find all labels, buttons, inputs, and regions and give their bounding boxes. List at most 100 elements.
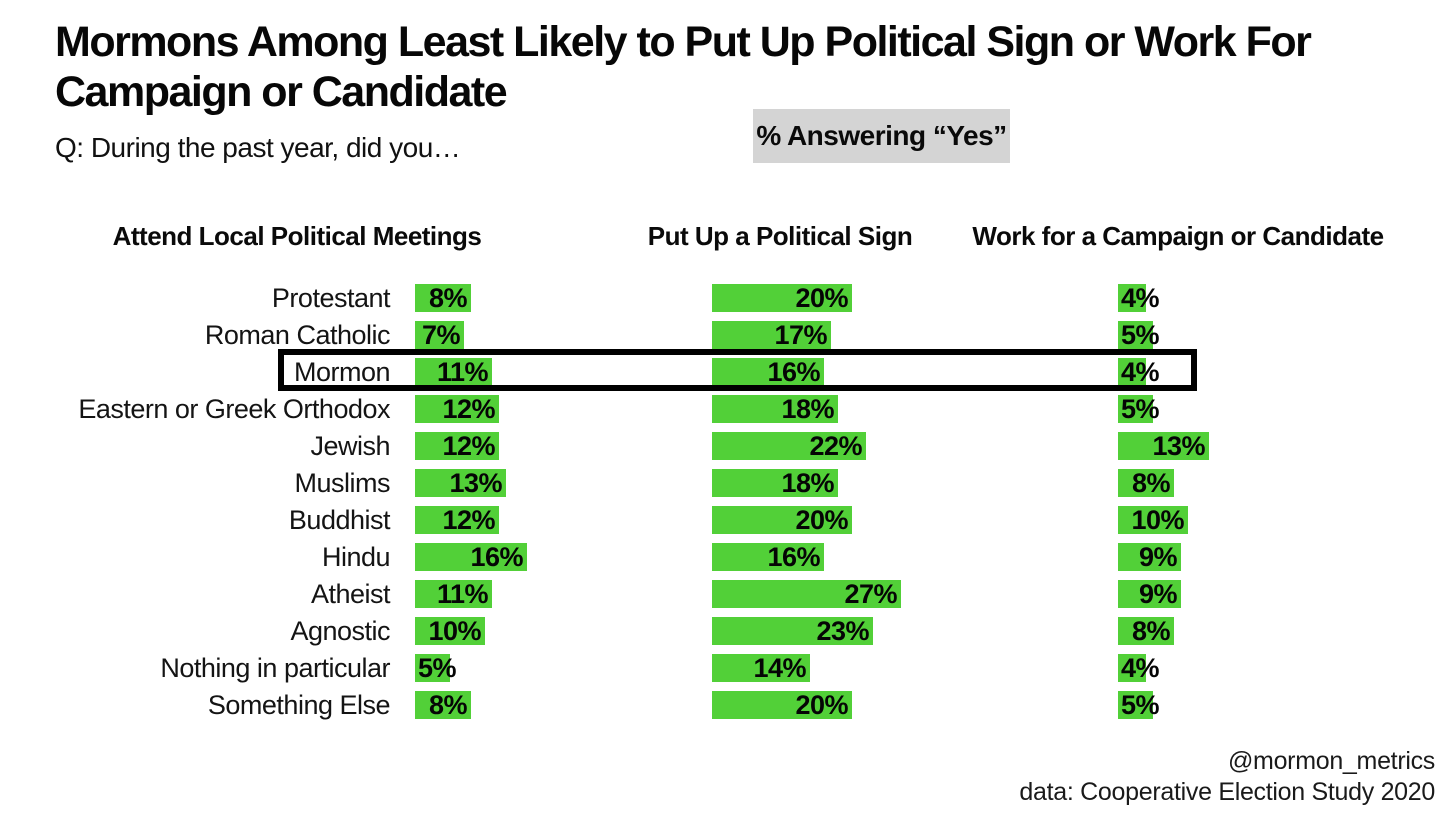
bar-value-label: 11% <box>436 579 489 609</box>
bar-value-label: 5% <box>1121 690 1160 720</box>
category-label: Protestant <box>271 283 391 313</box>
bar-value-label: 8% <box>428 690 468 720</box>
bar-value-label: 8% <box>1131 616 1171 646</box>
category-label: Eastern or Greek Orthodox <box>78 394 390 424</box>
category-label: Atheist <box>310 579 391 609</box>
chart-row-roman-catholic: Roman Catholic 7% 17% 5% <box>0 317 1456 354</box>
category-label: Nothing in particular <box>160 653 390 683</box>
bar-value-label: 10% <box>1131 505 1184 535</box>
bar-value-label: 20% <box>795 283 848 313</box>
bar-segment: 17% <box>712 321 831 349</box>
bar-value-label: 18% <box>781 468 834 498</box>
bar-segment: 27% <box>712 580 901 608</box>
bar-value-label: 20% <box>795 690 848 720</box>
bar-segment: 14% <box>712 654 810 682</box>
chart-row-atheist: Atheist 11% 27% 9% <box>0 576 1456 613</box>
bar-segment: 8% <box>1118 617 1174 645</box>
bar-segment: 23% <box>712 617 873 645</box>
bar-value-label: 9% <box>1138 579 1178 609</box>
bar-value-label: 4% <box>1121 653 1160 683</box>
category-label: Muslims <box>294 468 391 498</box>
bar-value-label: 22% <box>809 431 862 461</box>
bar-value-label: 5% <box>1121 394 1160 424</box>
chart-row-eastern-or-greek-orthodox: Eastern or Greek Orthodox 12% 18% 5% <box>0 391 1456 428</box>
bar-value-label: 12% <box>442 394 495 424</box>
bar-value-label: 8% <box>1131 468 1171 498</box>
footer-credits: @mormon_metrics data: Cooperative Electi… <box>1019 746 1435 809</box>
chart-row-mormon: Mormon 11% 16% 4% <box>0 354 1456 391</box>
bar-value-label: 16% <box>767 542 820 572</box>
column-header-campaign-work: Work for a Campaign or Candidate <box>972 221 1384 251</box>
bar-value-label: 17% <box>774 320 827 350</box>
chart-rows: Protestant 8% 20% 4% Roman Catholic 7% 17% 5% Mo… <box>0 280 1456 724</box>
bar-value-label: 14% <box>753 653 806 683</box>
bar-value-label: 16% <box>767 357 820 387</box>
bar-value-label: 13% <box>449 468 502 498</box>
bar-value-label: 4% <box>1121 283 1160 313</box>
bar-value-label: 18% <box>781 394 834 424</box>
category-label: Buddhist <box>288 505 391 535</box>
legend-badge: % Answering “Yes” <box>753 109 1010 163</box>
bar-segment: 5% <box>1118 321 1160 349</box>
bar-segment: 11% <box>415 358 492 386</box>
bar-value-label: 27% <box>844 579 897 609</box>
chart-row-muslims: Muslims 13% 18% 8% <box>0 465 1456 502</box>
bar-segment: 20% <box>712 506 852 534</box>
bar-segment: 12% <box>415 432 499 460</box>
bar-segment: 5% <box>415 654 457 682</box>
bar-segment: 4% <box>1118 654 1160 682</box>
bar-segment: 9% <box>1118 580 1181 608</box>
column-header-political-sign: Put Up a Political Sign <box>647 221 913 251</box>
bar-segment: 12% <box>415 506 499 534</box>
bar-value-label: 23% <box>816 616 869 646</box>
category-label: Hindu <box>321 542 391 572</box>
bar-segment: 22% <box>712 432 866 460</box>
bar-value-label: 12% <box>442 505 495 535</box>
column-header-attend-meetings: Attend Local Political Meetings <box>112 221 482 251</box>
bar-segment: 4% <box>1118 358 1160 386</box>
bar-segment: 13% <box>415 469 506 497</box>
bar-segment: 4% <box>1118 284 1160 312</box>
bar-segment: 18% <box>712 395 838 423</box>
credit-source: data: Cooperative Election Study 2020 <box>1019 778 1435 807</box>
bar-segment: 10% <box>415 617 485 645</box>
chart-row-protestant: Protestant 8% 20% 4% <box>0 280 1456 317</box>
question-subtitle: Q: During the past year, did you… <box>55 132 461 163</box>
bar-segment: 11% <box>415 580 492 608</box>
bar-segment: 5% <box>1118 691 1160 719</box>
bar-segment: 7% <box>415 321 464 349</box>
chart-row-buddhist: Buddhist 12% 20% 10% <box>0 502 1456 539</box>
bar-segment: 9% <box>1118 543 1181 571</box>
chart-row-jewish: Jewish 12% 22% 13% <box>0 428 1456 465</box>
bar-segment: 16% <box>712 358 824 386</box>
category-label: Jewish <box>310 431 390 461</box>
category-label: Roman Catholic <box>204 320 391 350</box>
bar-value-label: 5% <box>1121 320 1160 350</box>
page-title: Mormons Among Least Likely to Put Up Pol… <box>55 18 1312 116</box>
bar-segment: 16% <box>712 543 824 571</box>
bar-value-label: 16% <box>470 542 523 572</box>
bar-value-label: 13% <box>1152 431 1205 461</box>
bar-segment: 18% <box>712 469 838 497</box>
bar-value-label: 8% <box>428 283 468 313</box>
bar-value-label: 11% <box>436 357 489 387</box>
bar-value-label: 9% <box>1138 542 1178 572</box>
bar-value-label: 5% <box>418 653 457 683</box>
bar-segment: 8% <box>1118 469 1174 497</box>
bar-value-label: 7% <box>421 320 461 350</box>
category-label: Something Else <box>207 690 391 720</box>
bar-value-label: 12% <box>442 431 495 461</box>
bar-segment: 13% <box>1118 432 1209 460</box>
category-label: Agnostic <box>290 616 390 646</box>
bar-segment: 10% <box>1118 506 1188 534</box>
category-label: Mormon <box>293 357 391 387</box>
bar-segment: 20% <box>712 284 852 312</box>
chart-row-something-else: Something Else 8% 20% 5% <box>0 687 1456 724</box>
credit-handle: @mormon_metrics <box>1227 747 1435 775</box>
bar-segment: 8% <box>415 691 471 719</box>
bar-segment: 12% <box>415 395 499 423</box>
bar-segment: 20% <box>712 691 852 719</box>
bar-segment: 5% <box>1118 395 1160 423</box>
bar-value-label: 20% <box>795 505 848 535</box>
